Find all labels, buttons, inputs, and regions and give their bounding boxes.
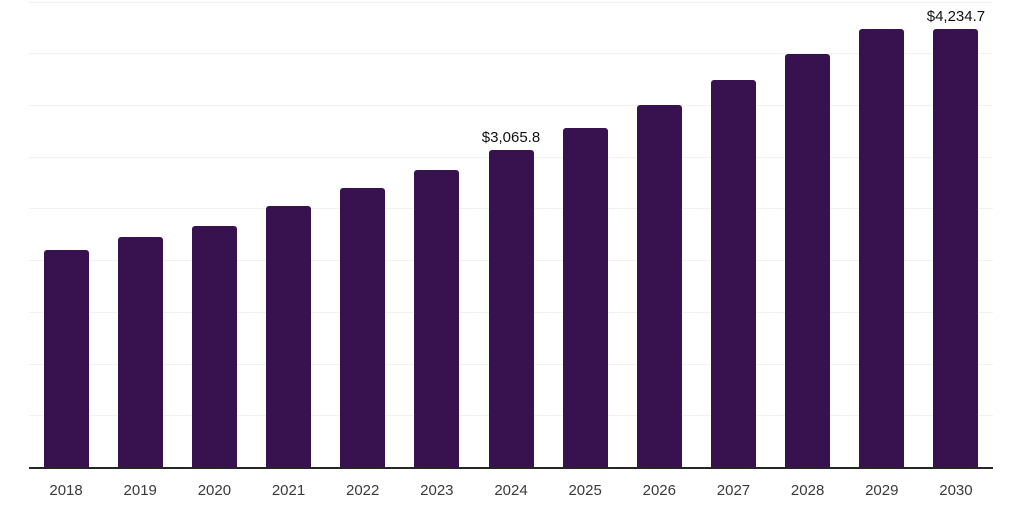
bar-2025 (562, 127, 608, 467)
bar-2021 (266, 206, 312, 467)
gridline (29, 53, 993, 55)
x-tick-label: 2027 (716, 482, 751, 499)
x-tick-label: 2024 (494, 482, 528, 499)
x-tick-label: 2029 (865, 482, 899, 499)
x-tick-label: 2019 (123, 482, 157, 499)
bar-2024 (488, 149, 534, 467)
bar-2030 (933, 28, 979, 467)
bar-2019 (117, 236, 163, 467)
bar-value-label: $4,234.7 (926, 7, 986, 25)
x-tick-label: 2018 (49, 482, 83, 499)
x-tick-label: 2023 (420, 482, 454, 499)
bar-2028 (785, 54, 831, 467)
gridline (29, 1, 993, 3)
x-tick-label: 2020 (197, 482, 232, 499)
bar-2018 (43, 249, 89, 467)
plot-area (29, 0, 993, 467)
bar-2026 (636, 104, 682, 467)
bar-2023 (414, 169, 460, 467)
x-tick-label: 2021 (271, 482, 306, 499)
bar-2020 (191, 226, 237, 467)
x-tick-label: 2028 (790, 482, 825, 499)
x-tick-label: 2025 (568, 482, 602, 499)
gridline (29, 104, 993, 106)
x-tick-label: 2030 (939, 482, 973, 499)
bar-2029 (859, 29, 905, 467)
bar-2022 (340, 187, 386, 467)
bar-value-label: $3,065.8 (481, 128, 541, 146)
x-tick-label: 2022 (346, 482, 380, 499)
x-tick-label: 2026 (642, 482, 676, 499)
x-axis-line (29, 467, 993, 469)
bar-2027 (710, 80, 756, 467)
